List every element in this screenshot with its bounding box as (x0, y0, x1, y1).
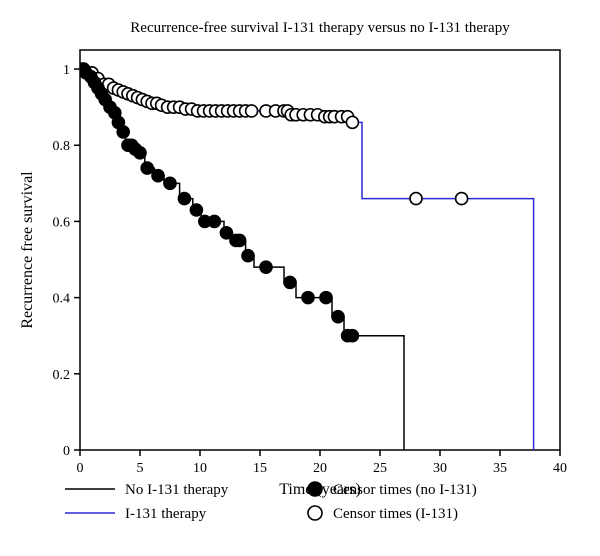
svg-text:0.2: 0.2 (53, 368, 71, 383)
censor-marker-therapy (410, 193, 422, 205)
censor-marker-no-therapy (134, 147, 146, 159)
censor-marker-no-therapy (141, 162, 153, 174)
legend-swatch (308, 482, 322, 496)
svg-text:0.8: 0.8 (53, 139, 71, 154)
censor-marker-therapy (246, 105, 258, 117)
censor-marker-no-therapy (242, 250, 254, 262)
svg-text:0: 0 (77, 461, 84, 476)
legend-label: I-131 therapy (125, 506, 207, 522)
legend-swatch (308, 506, 322, 520)
svg-text:10: 10 (193, 461, 207, 476)
censor-marker-no-therapy (284, 276, 296, 288)
svg-text:0.6: 0.6 (53, 215, 71, 230)
svg-text:30: 30 (433, 461, 447, 476)
censor-marker-no-therapy (152, 170, 164, 182)
censor-marker-no-therapy (234, 234, 246, 246)
legend-label: No I-131 therapy (125, 482, 229, 498)
svg-text:5: 5 (137, 461, 144, 476)
legend-label: Censor times (I-131) (333, 506, 458, 522)
svg-text:Recurrence free survival: Recurrence free survival (19, 171, 36, 329)
svg-text:35: 35 (493, 461, 507, 476)
svg-text:0.4: 0.4 (53, 292, 71, 307)
censor-marker-no-therapy (332, 311, 344, 323)
survival-chart: 051015202530354000.20.40.60.81Time (year… (0, 0, 600, 556)
chart-title: Recurrence-free survival I-131 therapy v… (130, 20, 510, 36)
svg-text:15: 15 (253, 461, 267, 476)
censor-marker-no-therapy (190, 204, 202, 216)
censor-marker-therapy (346, 116, 358, 128)
censor-marker-no-therapy (178, 193, 190, 205)
censor-marker-therapy (456, 193, 468, 205)
censor-marker-no-therapy (320, 292, 332, 304)
chart-svg: 051015202530354000.20.40.60.81Time (year… (0, 0, 600, 556)
svg-text:20: 20 (313, 461, 327, 476)
censor-marker-no-therapy (260, 261, 272, 273)
line-therapy (80, 69, 534, 450)
censor-marker-no-therapy (346, 330, 358, 342)
svg-text:1: 1 (63, 63, 70, 78)
censor-marker-no-therapy (302, 292, 314, 304)
censor-marker-no-therapy (164, 177, 176, 189)
censor-marker-no-therapy (208, 215, 220, 227)
svg-text:40: 40 (553, 461, 567, 476)
censor-marker-no-therapy (117, 126, 129, 138)
svg-text:25: 25 (373, 461, 387, 476)
legend-label: Censor times (no I-131) (333, 482, 477, 498)
svg-text:0: 0 (63, 444, 70, 459)
